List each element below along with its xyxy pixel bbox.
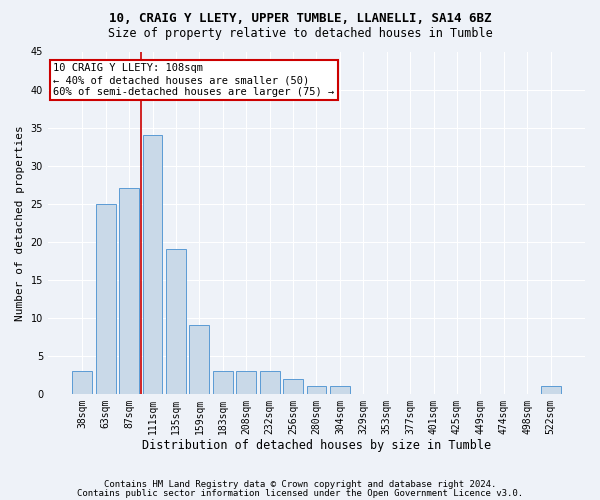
Text: 10, CRAIG Y LLETY, UPPER TUMBLE, LLANELLI, SA14 6BZ: 10, CRAIG Y LLETY, UPPER TUMBLE, LLANELL… bbox=[109, 12, 491, 26]
Bar bbox=[236, 371, 256, 394]
Bar bbox=[330, 386, 350, 394]
Bar bbox=[96, 204, 116, 394]
Text: Size of property relative to detached houses in Tumble: Size of property relative to detached ho… bbox=[107, 28, 493, 40]
Bar bbox=[190, 326, 209, 394]
Bar bbox=[260, 371, 280, 394]
Bar bbox=[119, 188, 139, 394]
Y-axis label: Number of detached properties: Number of detached properties bbox=[15, 125, 25, 320]
Bar bbox=[213, 371, 233, 394]
Bar bbox=[143, 135, 163, 394]
Text: 10 CRAIG Y LLETY: 108sqm
← 40% of detached houses are smaller (50)
60% of semi-d: 10 CRAIG Y LLETY: 108sqm ← 40% of detach… bbox=[53, 64, 335, 96]
Bar bbox=[541, 386, 560, 394]
Bar bbox=[73, 371, 92, 394]
Bar bbox=[283, 378, 303, 394]
Text: Contains HM Land Registry data © Crown copyright and database right 2024.: Contains HM Land Registry data © Crown c… bbox=[104, 480, 496, 489]
Bar bbox=[307, 386, 326, 394]
Bar bbox=[166, 250, 186, 394]
Text: Contains public sector information licensed under the Open Government Licence v3: Contains public sector information licen… bbox=[77, 489, 523, 498]
X-axis label: Distribution of detached houses by size in Tumble: Distribution of detached houses by size … bbox=[142, 440, 491, 452]
